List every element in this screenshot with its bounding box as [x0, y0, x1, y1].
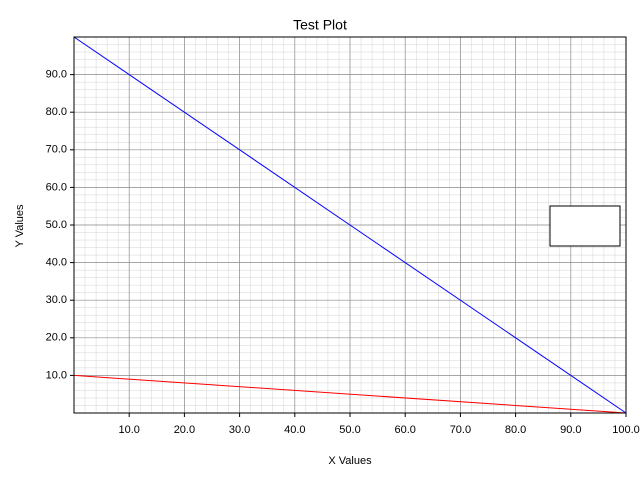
grid [73, 36, 627, 414]
x-tick-label: 20.0 [174, 424, 195, 436]
chart-title: Test Plot [293, 17, 347, 33]
plot-lines [73, 36, 627, 414]
x-axis-label: X Values [328, 455, 372, 467]
y-tick-label: 30.0 [46, 294, 67, 306]
series-line [73, 36, 627, 414]
x-tick-label: 40.0 [284, 424, 305, 436]
y-tick-label: 10.0 [46, 369, 67, 381]
series-line [73, 374, 627, 414]
x-tick-label: 60.0 [394, 424, 415, 436]
y-tick-label: 70.0 [46, 144, 67, 156]
x-tick-label: 100.0 [612, 424, 640, 436]
y-tick-label: 50.0 [46, 219, 67, 231]
y-tick-label: 60.0 [46, 181, 67, 193]
y-tick-label: 90.0 [46, 69, 67, 81]
x-tick-label: 70.0 [450, 424, 471, 436]
x-tick-label: 90.0 [560, 424, 581, 436]
y-tick-label: 20.0 [46, 332, 67, 344]
x-tick-label: 30.0 [229, 424, 250, 436]
x-tick-label: 50.0 [339, 424, 360, 436]
y-tick-label: 40.0 [46, 257, 67, 269]
x-tick-label: 80.0 [505, 424, 526, 436]
legend [549, 205, 621, 247]
x-tick-label: 10.0 [118, 424, 139, 436]
y-tick-label: 80.0 [46, 106, 67, 118]
y-axis-label: Y Values [14, 204, 26, 248]
